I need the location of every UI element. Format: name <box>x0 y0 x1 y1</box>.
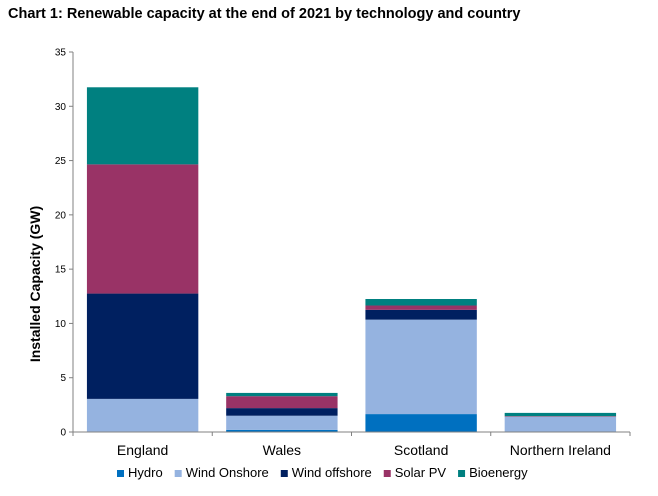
bar-segment <box>86 293 199 399</box>
bar-segment <box>504 412 617 417</box>
y-axis-title: Installed Capacity (GW) <box>27 206 43 362</box>
y-tick-label: 10 <box>55 319 67 330</box>
bars <box>86 87 617 432</box>
bar-segment <box>226 392 338 397</box>
bar-segment <box>365 414 477 432</box>
bar-segment <box>504 416 617 432</box>
bar-segment <box>365 299 477 306</box>
bar-segment <box>86 164 199 294</box>
bar-segment <box>226 408 338 416</box>
legend-swatch <box>117 470 124 477</box>
bar-segment <box>365 309 477 320</box>
legend: Hydro Wind Onshore Wind offshore Solar PV Bi… <box>117 465 528 480</box>
legend-label: Bioenergy <box>469 465 528 480</box>
bar-segment <box>504 416 617 417</box>
bar-segment <box>86 87 199 165</box>
x-category-label: Scotland <box>394 442 448 458</box>
x-category-label: England <box>117 442 168 458</box>
x-axis: England Wales Scotland Northern Ireland <box>72 431 631 458</box>
y-tick-label: 5 <box>60 373 66 384</box>
bar-segment <box>226 415 338 430</box>
bar-segment <box>226 429 338 432</box>
chart-title: Chart 1: Renewable capacity at the end o… <box>8 6 521 22</box>
legend-label: Wind offshore <box>292 465 372 480</box>
bar-segment <box>226 396 338 409</box>
legend-swatch <box>383 470 391 477</box>
y-tick-label: 35 <box>55 48 67 59</box>
y-tick-label: 15 <box>55 265 67 276</box>
legend-swatch <box>280 470 288 477</box>
legend-swatch <box>458 470 466 477</box>
bar-segment <box>86 398 199 432</box>
y-tick-label: 25 <box>55 156 67 167</box>
legend-swatch <box>174 470 182 477</box>
y-axis: 0 5 10 15 20 25 30 35 <box>55 48 74 439</box>
legend-label: Solar PV <box>395 465 447 480</box>
legend-label: Wind Onshore <box>186 465 269 480</box>
x-category-label: Northern Ireland <box>510 442 611 458</box>
legend-label: Hydro <box>128 465 163 480</box>
bar-segment <box>365 305 477 310</box>
x-category-label: Wales <box>263 442 301 458</box>
y-tick-label: 0 <box>60 428 66 439</box>
y-tick-label: 30 <box>55 102 67 113</box>
y-tick-label: 20 <box>55 210 67 221</box>
bar-segment <box>365 319 477 415</box>
